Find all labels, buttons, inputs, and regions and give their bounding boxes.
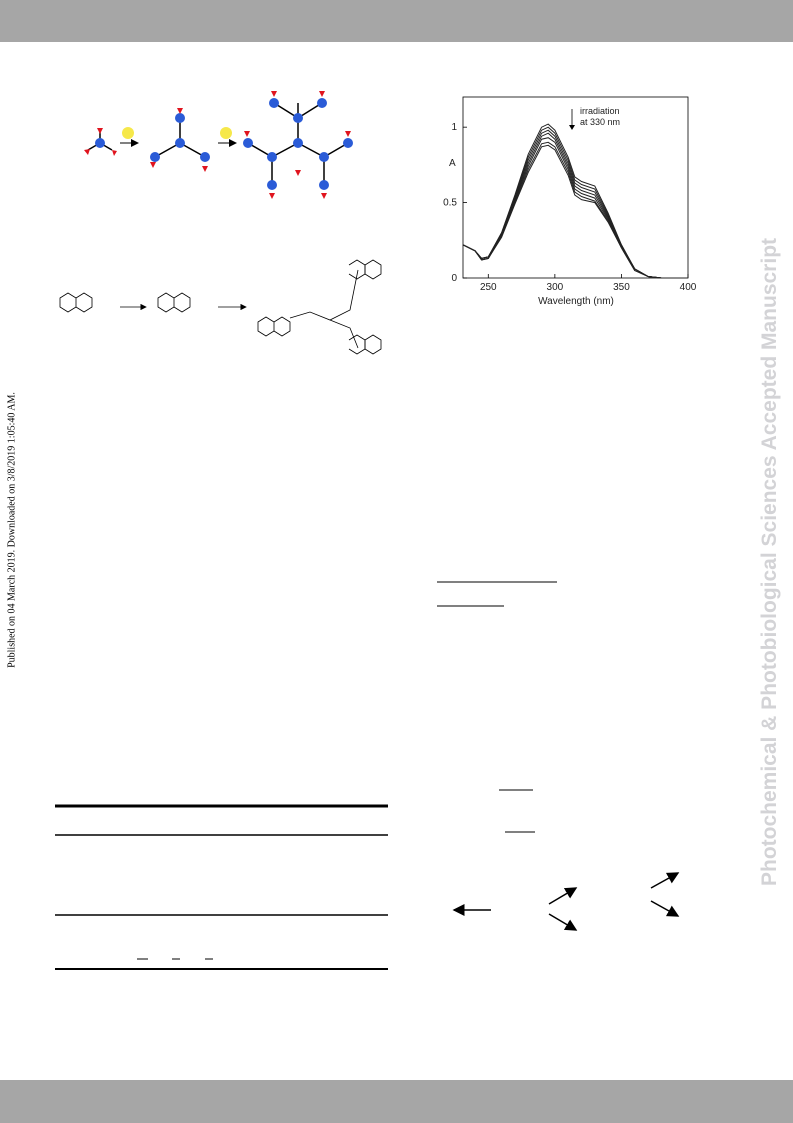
x-tick-label: 350 bbox=[613, 282, 630, 293]
y-tick-label: 0.5 bbox=[443, 198, 457, 209]
y-axis-label: A bbox=[449, 158, 456, 169]
spectrum-line bbox=[462, 144, 688, 279]
network-scheme bbox=[84, 91, 353, 199]
x-axis-label: Wavelength (nm) bbox=[538, 296, 614, 307]
header-bar bbox=[0, 0, 793, 42]
text-rules bbox=[437, 581, 557, 833]
spectrum-line bbox=[462, 129, 688, 279]
annotation: at 330 nm bbox=[580, 117, 620, 127]
spectrum-line bbox=[462, 137, 688, 279]
plot-frame bbox=[462, 96, 689, 279]
y-tick-label: 0 bbox=[451, 273, 457, 284]
spectrum-line bbox=[462, 132, 688, 279]
table-rules bbox=[55, 804, 388, 970]
annotation-arrowhead bbox=[569, 125, 575, 130]
annotation: irradiation bbox=[580, 106, 620, 116]
spectrum-line bbox=[462, 123, 688, 279]
y-tick-label: 1 bbox=[451, 122, 457, 133]
x-tick-label: 300 bbox=[547, 282, 564, 293]
spectrum-line bbox=[462, 126, 688, 279]
footer-bar bbox=[0, 1080, 793, 1123]
synthesis-scheme bbox=[59, 259, 382, 355]
x-tick-label: 250 bbox=[480, 282, 497, 293]
x-tick-label: 400 bbox=[680, 282, 697, 293]
spectrum-line bbox=[462, 141, 688, 279]
scheme-arrows bbox=[452, 872, 680, 931]
